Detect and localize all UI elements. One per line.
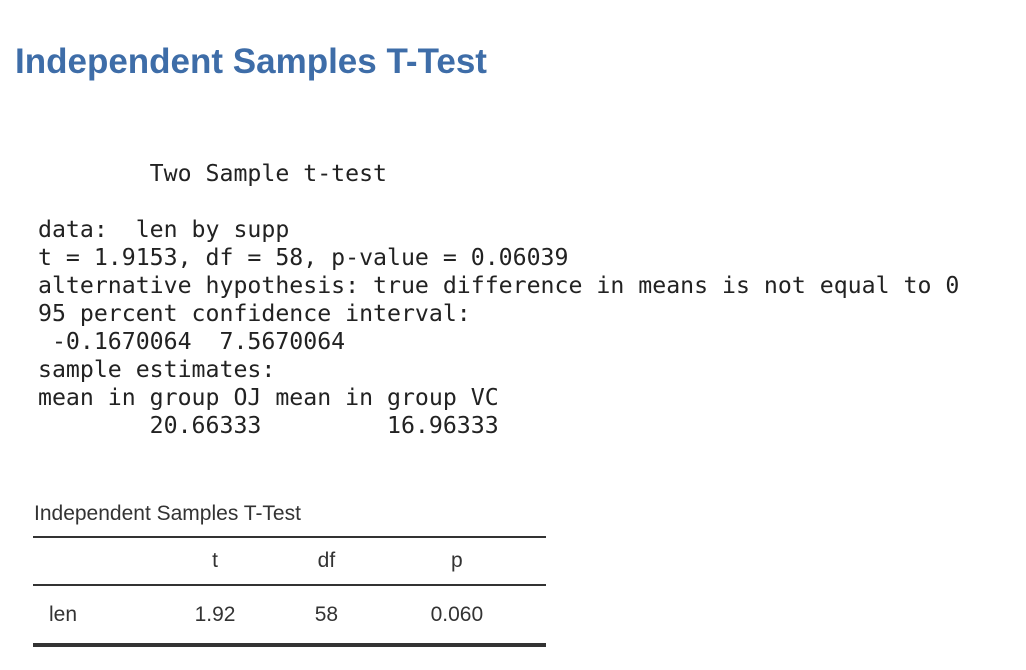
page-title: Independent Samples T-Test [15, 42, 487, 81]
cell-df: 58 [285, 585, 368, 647]
console-line: mean in group OJ mean in group VC [38, 384, 499, 411]
results-table: t df p len 1.92 58 0.060 [33, 536, 546, 647]
console-line: t = 1.9153, df = 58, p-value = 0.06039 [38, 244, 569, 271]
column-header-t: t [145, 536, 285, 586]
column-header-blank [33, 536, 145, 586]
console-line: alternative hypothesis: true difference … [38, 272, 960, 299]
table-title: Independent Samples T-Test [34, 502, 301, 525]
console-line: data: len by supp [38, 216, 290, 243]
table-row: len 1.92 58 0.060 [33, 585, 546, 647]
console-line: sample estimates: [38, 356, 276, 383]
console-line: Two Sample t-test [38, 160, 388, 187]
console-line: -0.1670064 7.5670064 [38, 328, 346, 355]
console-line: 95 percent confidence interval: [38, 300, 471, 327]
row-label: len [33, 585, 145, 647]
cell-p: 0.060 [367, 585, 546, 647]
r-console-output: Two Sample t-test data: len by supp t = … [38, 160, 959, 440]
column-header-p: p [367, 536, 546, 586]
table-header-row: t df p [33, 536, 546, 586]
cell-t: 1.92 [145, 585, 285, 647]
console-line: 20.66333 16.96333 [38, 412, 499, 439]
column-header-df: df [285, 536, 368, 586]
